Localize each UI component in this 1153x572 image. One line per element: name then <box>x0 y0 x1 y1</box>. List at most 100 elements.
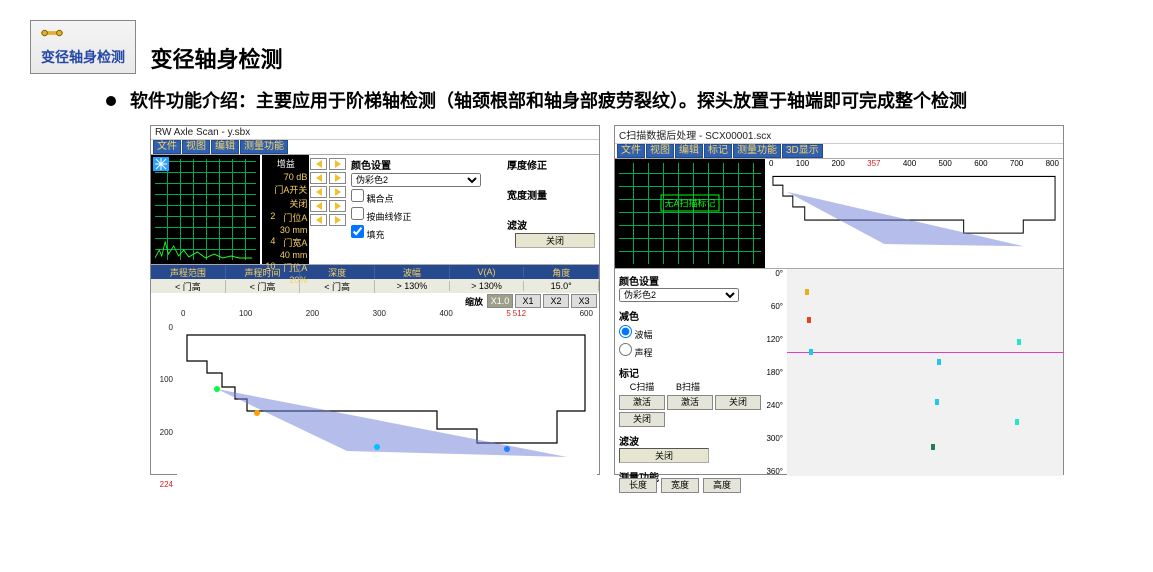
dat-1: < 门高 <box>226 280 301 293</box>
filter-label: 滤波 <box>507 217 595 232</box>
gain-val: 70 dB <box>275 172 307 182</box>
combine-chk[interactable] <box>351 189 364 202</box>
r-filter2-label: 滤波 <box>619 433 761 448</box>
section-title: 变径轴身检测 <box>150 42 282 74</box>
gate-a-pos-val: 30 mm <box>275 225 307 235</box>
bscan-y-ruler: 0100200224 <box>153 321 175 491</box>
dat-3: > 130% <box>375 281 450 291</box>
dat-5: 15.0° <box>524 281 599 291</box>
gate-a-closed: 关闭 <box>275 197 307 210</box>
r-menu-meas[interactable]: 测量功能 <box>733 144 781 158</box>
left-menubar: 文件 视图 编辑 测量功能 <box>151 140 599 155</box>
right-screenshot: C扫描数据后处理 - SCX00001.scx 文件 视图 编辑 标记 测量功能… <box>614 125 1064 475</box>
hdr-3: 波幅 <box>375 266 450 279</box>
b-activate-btn[interactable]: 激活 <box>667 395 713 410</box>
fill-chk-label: 填充 <box>367 230 385 240</box>
right-arrow-4[interactable] <box>329 200 346 212</box>
radio-path-label: 声程 <box>635 348 653 358</box>
left-arrow-2[interactable] <box>310 172 327 184</box>
width-label: 宽度测量 <box>507 187 595 202</box>
right-ascan-panel: 无A扫描标记 <box>615 159 765 268</box>
r-cscan-yruler: 0°60°120°180°240°300°360° <box>767 269 783 476</box>
zoom-x3[interactable]: X3 <box>571 294 597 308</box>
left-data-row: < 门高 < 门高 < 门高 > 130% > 130% 15.0° <box>151 279 599 293</box>
width-btn[interactable]: 宽度 <box>661 478 699 493</box>
dat-0: < 门高 <box>151 280 226 293</box>
thickness-label: 厚度修正 <box>507 157 595 172</box>
radio-amp[interactable] <box>619 325 632 338</box>
bscan-area[interactable] <box>177 321 597 491</box>
ascan-trace <box>155 236 256 260</box>
r-menu-edit[interactable]: 编辑 <box>675 144 703 158</box>
r-mark-label: 标记 <box>619 365 761 380</box>
r-menu-view[interactable]: 视图 <box>646 144 674 158</box>
gain-title: 增益 <box>264 157 307 170</box>
right-window-title: C扫描数据后处理 - SCX00001.scx <box>615 126 1063 144</box>
left-ascan-panel <box>151 155 260 264</box>
dat-4: > 130% <box>450 281 525 291</box>
zoom-sel[interactable]: X1.0 <box>487 294 513 308</box>
zoom-row: 缩放 X1.0 X1 X2 X3 <box>151 293 599 309</box>
left-data-header: 声程范围 声程时间 深度 波幅 V(A) 角度 <box>151 265 599 279</box>
dat-2: < 门高 <box>300 280 375 293</box>
left-arrow-5[interactable] <box>310 214 327 226</box>
bullet-text: 软件功能介绍：主要应用于阶梯轴检测（轴颈根部和轴身部疲劳裂纹）。探头放置于轴端即… <box>130 88 967 115</box>
height-btn[interactable]: 高度 <box>703 478 741 493</box>
filter-closed[interactable]: 关闭 <box>515 233 595 248</box>
menu-edit[interactable]: 编辑 <box>211 140 239 154</box>
length-btn[interactable]: 长度 <box>619 478 657 493</box>
right-cscan-area[interactable] <box>787 269 1063 476</box>
screenshots-row: RW Axle Scan - y.sbx 文件 视图 编辑 测量功能 增益 70… <box>150 125 1123 475</box>
lwh-row: 长度 宽度 高度 <box>615 476 1063 495</box>
menu-view[interactable]: 视图 <box>182 140 210 154</box>
menu-file[interactable]: 文件 <box>153 140 181 154</box>
c-activate-btn[interactable]: 激活 <box>619 395 665 410</box>
right-sidebar: 颜色设置 伪彩色2 减色 波幅 声程 标记 C扫描B扫描 激活 激活 关闭 关闭 <box>615 269 765 476</box>
gate-a-width: 门宽A <box>275 236 307 249</box>
menu-measure[interactable]: 测量功能 <box>240 140 288 154</box>
arrow-column-r <box>328 155 347 264</box>
left-window-title: RW Axle Scan - y.sbx <box>151 126 599 140</box>
gate-a-pos: 门位A <box>275 211 307 224</box>
right-arrow-2[interactable] <box>329 172 346 184</box>
radio-path[interactable] <box>619 343 632 356</box>
r-color-label: 颜色设置 <box>619 273 761 288</box>
zoom-label: 缩放 <box>465 295 483 308</box>
left-arrow-3[interactable] <box>310 186 327 198</box>
radio-amp-label: 波幅 <box>635 330 653 340</box>
right-arrow-5[interactable] <box>329 214 346 226</box>
r-menu-3d[interactable]: 3D显示 <box>782 144 823 158</box>
r-menu-file[interactable]: 文件 <box>617 144 645 158</box>
hdr-4: V(A) <box>450 267 525 277</box>
distort-chk-label: 按曲线修正 <box>367 212 412 222</box>
right-arrow-1[interactable] <box>329 158 346 170</box>
distort-chk[interactable] <box>351 207 364 220</box>
combine-chk-label: 耦合点 <box>367 194 394 204</box>
right-arrow-3[interactable] <box>329 186 346 198</box>
right-menubar: 文件 视图 编辑 标记 测量功能 3D显示 <box>615 144 1063 159</box>
left-options: 颜色设置 伪彩色2 耦合点 按曲线修正 填充 厚度修正 宽度测量 滤波 关闭 <box>347 155 599 264</box>
color-select[interactable]: 伪彩色2 <box>351 173 481 187</box>
r-filter-label: 减色 <box>619 308 761 323</box>
color-label: 颜色设置 <box>351 157 481 172</box>
zoom-x1[interactable]: X1 <box>515 294 541 308</box>
no-ascan-label: 无A扫描标记 <box>660 194 719 211</box>
b-close-btn[interactable]: 关闭 <box>619 412 665 427</box>
section-badge: 变径轴身检测 <box>30 20 136 74</box>
hdr-2: 深度 <box>300 266 375 279</box>
cscan-label: C扫描 <box>619 380 665 393</box>
left-arrow-1[interactable] <box>310 158 327 170</box>
hdr-1: 声程时间 <box>226 266 301 279</box>
bscan-label: B扫描 <box>665 380 711 393</box>
r-ascan-grid <box>619 163 761 264</box>
snowflake-icon[interactable] <box>153 157 169 171</box>
left-arrow-4[interactable] <box>310 200 327 212</box>
bullet-dot-icon <box>106 96 116 106</box>
right-profile-panel: 0100200357400500600700800 <box>765 159 1063 268</box>
r-color-select[interactable]: 伪彩色2 <box>619 288 739 302</box>
fill-chk[interactable] <box>351 225 364 238</box>
c-close-btn[interactable]: 关闭 <box>715 395 761 410</box>
zoom-x2[interactable]: X2 <box>543 294 569 308</box>
r-filter2-closed[interactable]: 关闭 <box>619 448 709 463</box>
r-menu-mark[interactable]: 标记 <box>704 144 732 158</box>
